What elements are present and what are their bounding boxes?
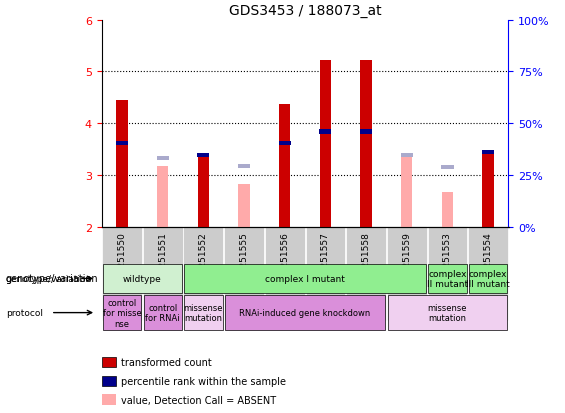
Bar — [116, 101, 128, 227]
Bar — [320, 61, 331, 227]
Bar — [157, 166, 168, 227]
Bar — [483, 155, 494, 227]
Text: complex
III mutant: complex III mutant — [466, 269, 510, 288]
Bar — [116, 141, 128, 145]
Text: value, Detection Call = ABSENT: value, Detection Call = ABSENT — [121, 395, 277, 405]
Text: missense
mutation: missense mutation — [184, 303, 223, 323]
Text: complex I mutant: complex I mutant — [265, 274, 345, 283]
FancyBboxPatch shape — [265, 227, 305, 320]
Bar — [279, 141, 291, 145]
FancyBboxPatch shape — [102, 227, 142, 320]
Bar — [238, 185, 250, 227]
Text: control
for RNAi: control for RNAi — [145, 303, 180, 323]
Bar — [442, 192, 453, 227]
Bar — [441, 166, 454, 170]
Bar — [279, 104, 290, 227]
Text: transformed count: transformed count — [121, 358, 212, 368]
Bar — [401, 154, 413, 158]
FancyBboxPatch shape — [387, 227, 427, 320]
Bar — [198, 156, 209, 227]
Text: control
for misse
nse: control for misse nse — [103, 298, 141, 328]
FancyBboxPatch shape — [224, 227, 264, 320]
FancyBboxPatch shape — [306, 227, 345, 320]
Bar — [360, 130, 372, 134]
Bar — [238, 164, 250, 169]
FancyBboxPatch shape — [468, 227, 508, 320]
Text: complex
II mutant: complex II mutant — [427, 269, 468, 288]
Bar — [360, 61, 372, 227]
Text: wildtype: wildtype — [123, 274, 162, 283]
FancyBboxPatch shape — [428, 227, 467, 320]
Title: GDS3453 / 188073_at: GDS3453 / 188073_at — [229, 4, 381, 18]
FancyBboxPatch shape — [143, 227, 182, 320]
Bar — [157, 157, 169, 161]
Text: genotype/variation: genotype/variation — [6, 274, 92, 283]
Text: genotype/variation: genotype/variation — [6, 274, 98, 284]
Bar — [482, 150, 494, 154]
FancyBboxPatch shape — [184, 227, 223, 320]
Bar — [197, 154, 210, 158]
Text: protocol: protocol — [6, 309, 42, 317]
Bar — [319, 130, 332, 134]
FancyBboxPatch shape — [346, 227, 386, 320]
Text: percentile rank within the sample: percentile rank within the sample — [121, 376, 286, 386]
Bar — [401, 157, 412, 227]
Text: RNAi-induced gene knockdown: RNAi-induced gene knockdown — [240, 309, 371, 317]
Text: missense
mutation: missense mutation — [428, 303, 467, 323]
